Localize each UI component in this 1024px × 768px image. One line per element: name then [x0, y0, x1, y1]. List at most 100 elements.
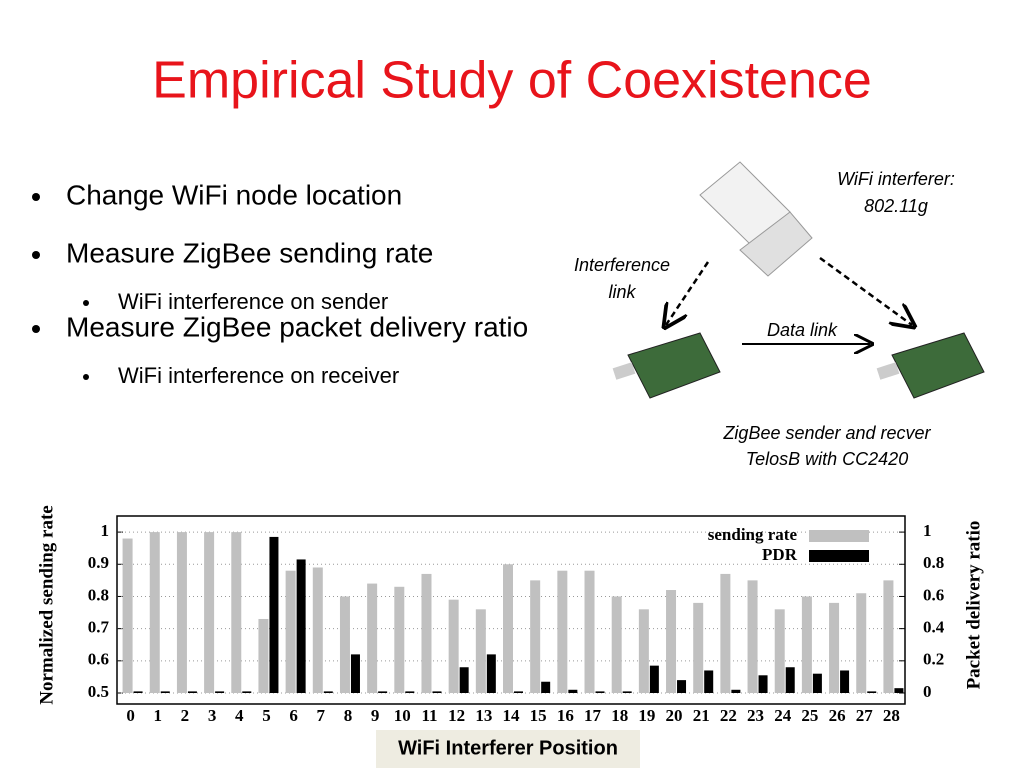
y-axis-label: Normalized sending rate — [36, 505, 57, 704]
bar — [883, 580, 894, 693]
bar — [296, 559, 306, 693]
x-tick-label: 8 — [344, 706, 353, 725]
sub-bullet-dot — [83, 374, 89, 380]
y2-tick-label: 0.8 — [923, 553, 944, 572]
bar — [350, 654, 360, 693]
bar — [747, 580, 758, 693]
x-tick-label: 17 — [584, 706, 602, 725]
interference-arrow — [666, 261, 710, 325]
legend-swatch — [809, 550, 869, 562]
bar — [611, 596, 622, 693]
interference-label: Interference — [574, 255, 670, 275]
x-tick-label: 5 — [262, 706, 271, 725]
bar — [867, 691, 877, 693]
y-tick-label: 0.6 — [88, 650, 109, 669]
bar — [459, 667, 469, 693]
bar — [475, 609, 486, 693]
bar — [405, 691, 415, 693]
bar — [595, 691, 605, 693]
x-tick-label: 25 — [801, 706, 818, 725]
bullet-dot — [32, 325, 40, 333]
bar — [160, 691, 170, 693]
bar — [378, 691, 388, 693]
sub-bullet-text: WiFi interference on sender — [118, 289, 388, 314]
bullet-text: Measure ZigBee packet delivery ratio — [66, 311, 528, 342]
sub-bullet-text: WiFi interference on receiver — [118, 363, 399, 388]
receiver-board — [876, 332, 985, 399]
laptop-icon — [699, 161, 813, 277]
plot-frame — [116, 515, 906, 705]
legend-label: sending rate — [708, 525, 798, 544]
y2-tick-label: 0 — [923, 682, 932, 701]
x-tick-label: 14 — [503, 706, 521, 725]
zigbee-label: TelosB with CC2420 — [746, 449, 908, 469]
bar — [785, 667, 795, 693]
bar — [649, 665, 659, 693]
x-tick-label: 1 — [154, 706, 163, 725]
bar — [812, 673, 822, 693]
data-link-label: Data link — [767, 320, 838, 340]
bullet-text: Change WiFi node location — [66, 179, 402, 210]
x-tick-label: 6 — [289, 706, 298, 725]
bar — [568, 689, 578, 693]
bar — [339, 596, 350, 693]
x-tick-label: 7 — [317, 706, 326, 725]
y2-tick-label: 0.4 — [923, 618, 945, 637]
bar — [514, 691, 523, 693]
y-tick-label: 0.5 — [88, 682, 109, 701]
x-tick-label: 11 — [421, 706, 437, 725]
bar — [258, 618, 269, 693]
legend-swatch — [809, 530, 869, 542]
bar — [149, 532, 160, 693]
legend-label: PDR — [762, 545, 798, 564]
bar — [731, 689, 741, 693]
bar — [666, 590, 677, 693]
x-tick-label: 20 — [666, 706, 683, 725]
x-tick-label: 0 — [126, 706, 135, 725]
x-tick-label: 27 — [856, 706, 874, 725]
x-tick-label: 26 — [829, 706, 846, 725]
bar — [421, 573, 432, 693]
bullet-dot — [32, 193, 40, 201]
x-tick-label: 19 — [638, 706, 655, 725]
bar — [285, 570, 296, 693]
x-tick-label: 21 — [693, 706, 710, 725]
x-tick-label: 15 — [530, 706, 547, 725]
y2-tick-label: 0.6 — [923, 585, 944, 604]
bar — [215, 691, 225, 693]
bar — [693, 602, 704, 693]
x-axis-label: WiFi Interferer Position — [398, 737, 618, 759]
x-tick-label: 3 — [208, 706, 217, 725]
bar — [720, 573, 731, 693]
bar — [187, 691, 197, 693]
bar — [269, 536, 279, 693]
bullet-dot — [32, 251, 40, 259]
x-tick-label: 23 — [747, 706, 764, 725]
bar — [448, 599, 459, 693]
bar — [367, 583, 378, 693]
bar — [486, 654, 496, 693]
y2-axis-label: Packet delivery ratio — [963, 521, 984, 690]
bar — [677, 680, 687, 693]
bar — [774, 609, 785, 693]
x-tick-label: 18 — [611, 706, 628, 725]
bar — [638, 609, 649, 693]
bar — [801, 596, 812, 693]
bar — [894, 688, 904, 693]
sub-bullet-dot — [83, 300, 89, 306]
bar — [622, 691, 632, 693]
y2-tick-label: 1 — [923, 521, 932, 540]
slide-title: Empirical Study of Coexistence — [152, 52, 872, 110]
x-tick-label: 16 — [557, 706, 574, 725]
bar — [758, 675, 768, 693]
bar — [530, 580, 541, 693]
y2-tick-label: 0.2 — [923, 650, 944, 669]
zigbee-label: ZigBee sender and recver — [722, 423, 931, 443]
x-tick-label: 9 — [371, 706, 380, 725]
bar — [704, 670, 714, 693]
bar — [541, 681, 551, 693]
bar — [856, 593, 867, 693]
wifi-label: WiFi interferer: — [837, 169, 955, 189]
x-tick-label: 2 — [181, 706, 190, 725]
bar — [312, 567, 323, 693]
